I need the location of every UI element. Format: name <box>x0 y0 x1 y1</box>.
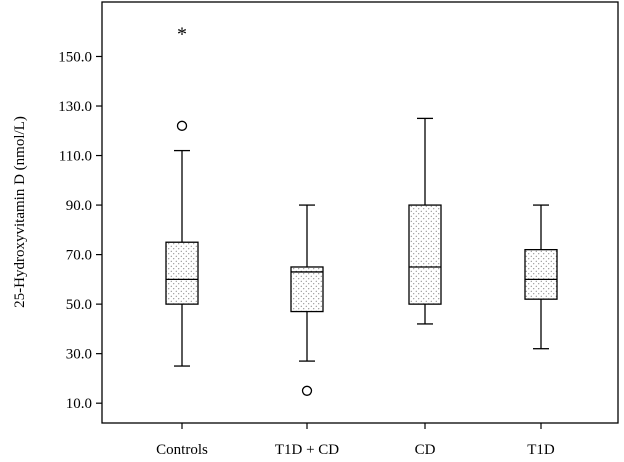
iqr-box <box>524 248 558 300</box>
box-cd <box>408 117 442 325</box>
iqr-box <box>290 266 324 313</box>
x-tick-label: T1D <box>527 442 555 458</box>
box-t1d-cd <box>290 204 324 396</box>
y-tick-label: 30.0 <box>66 347 92 363</box>
iqr-box <box>408 204 442 305</box>
y-tick-label: 10.0 <box>66 396 92 412</box>
iqr-box <box>165 241 199 305</box>
y-tick-label: 110.0 <box>59 149 92 165</box>
y-tick-label: 70.0 <box>66 248 92 264</box>
box-t1d <box>524 204 558 350</box>
x-tick-label: CD <box>415 442 436 458</box>
plot-frame <box>101 1 619 424</box>
outlier-point <box>301 385 313 396</box>
x-tick-label: Controls <box>156 442 208 458</box>
x-tick-label: T1D + CD <box>275 442 339 458</box>
x-axis: Controls T1D + CD CD T1D <box>156 423 555 458</box>
y-tick-label: 50.0 <box>66 297 92 313</box>
y-tick-label: 150.0 <box>58 49 92 65</box>
boxes-group: * <box>165 24 558 396</box>
extreme-point: * <box>177 24 187 46</box>
box-controls: * <box>165 24 199 367</box>
y-axis-title: 25-Hydroxyvitamin D (nmol/L) <box>12 116 28 308</box>
outlier-point <box>176 120 188 131</box>
y-tick-label: 90.0 <box>66 198 92 214</box>
y-tick-label: 130.0 <box>58 99 92 115</box>
y-axis: 10.0 30.0 50.0 70.0 90.0 110.0 130.0 150.0 <box>58 49 102 412</box>
